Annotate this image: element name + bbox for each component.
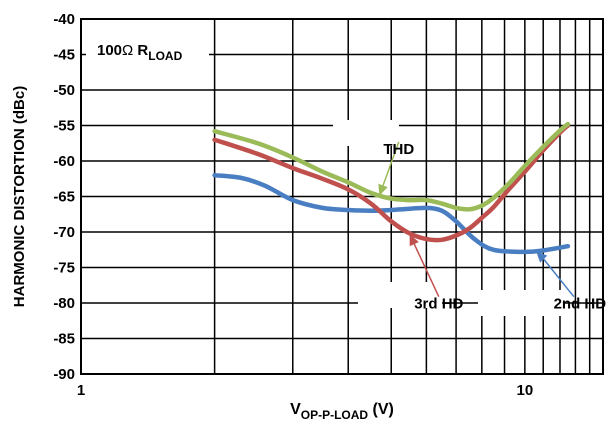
- y-tick-label: -65: [53, 189, 75, 206]
- y-tick-label: -55: [53, 118, 75, 135]
- annotation-arrowhead-3rd-hd: [409, 234, 419, 247]
- label-background: [86, 36, 209, 64]
- annotation-arrow-2nd-hd: [543, 258, 575, 298]
- annotation-arrowhead-2nd-hd: [536, 251, 548, 263]
- annotation-layer: THD 3rd HD 2nd HD: [378, 141, 606, 313]
- y-tick-label: -50: [53, 82, 75, 99]
- annotation-label-thd: THD: [383, 141, 414, 158]
- condition-r: R: [133, 42, 148, 59]
- series-layer: [212, 121, 571, 255]
- condition-sub: LOAD: [148, 49, 182, 63]
- y-tick-label: -80: [53, 295, 75, 312]
- annotation-arrow-3rd-hd: [413, 243, 440, 297]
- tick-labels: -90 -85 -80 -75 -70 -65 -60 -55 -50 -45 -40 1 10: [53, 11, 533, 399]
- condition-label: 100Ω RLOAD: [97, 42, 183, 63]
- grid-layer: [81, 19, 603, 374]
- x-tick-label: 10: [516, 382, 533, 399]
- annotation-arrowhead-thd: [378, 183, 388, 196]
- x-axis-label: VOP-P-LOAD (V): [290, 401, 394, 422]
- label-background: [358, 282, 442, 308]
- label-background: [333, 120, 399, 146]
- y-tick-label: -85: [53, 331, 75, 348]
- annotation-label-2nd-hd: 2nd HD: [554, 296, 607, 313]
- x-axis-label-unit: (V): [368, 401, 394, 418]
- y-tick-label: -70: [53, 224, 75, 241]
- condition-value: 100: [97, 42, 122, 59]
- x-axis-label-sub: OP-P-LOAD: [301, 408, 369, 422]
- y-tick-label: -90: [53, 366, 75, 383]
- y-tick-label: -45: [53, 47, 75, 64]
- x-axis-label-main: V: [290, 401, 301, 418]
- plot-frame: [80, 18, 604, 375]
- annotation-arrow-thd: [382, 141, 400, 186]
- y-tick-label: -60: [53, 153, 75, 170]
- y-tick-label: -75: [53, 260, 75, 277]
- annotation-label-3rd-hd: 3rd HD: [414, 296, 463, 313]
- series-line-thd: [212, 121, 571, 212]
- ohm-symbol: Ω: [122, 42, 133, 59]
- y-tick-label: -40: [53, 11, 75, 28]
- x-tick-label: 1: [77, 382, 85, 399]
- y-axis-label: HARMONIC DISTORTION (dBc): [11, 86, 28, 307]
- label-background: [478, 290, 564, 316]
- series-line-3rd-hd: [212, 123, 571, 243]
- series-line-2nd-hd: [212, 172, 571, 255]
